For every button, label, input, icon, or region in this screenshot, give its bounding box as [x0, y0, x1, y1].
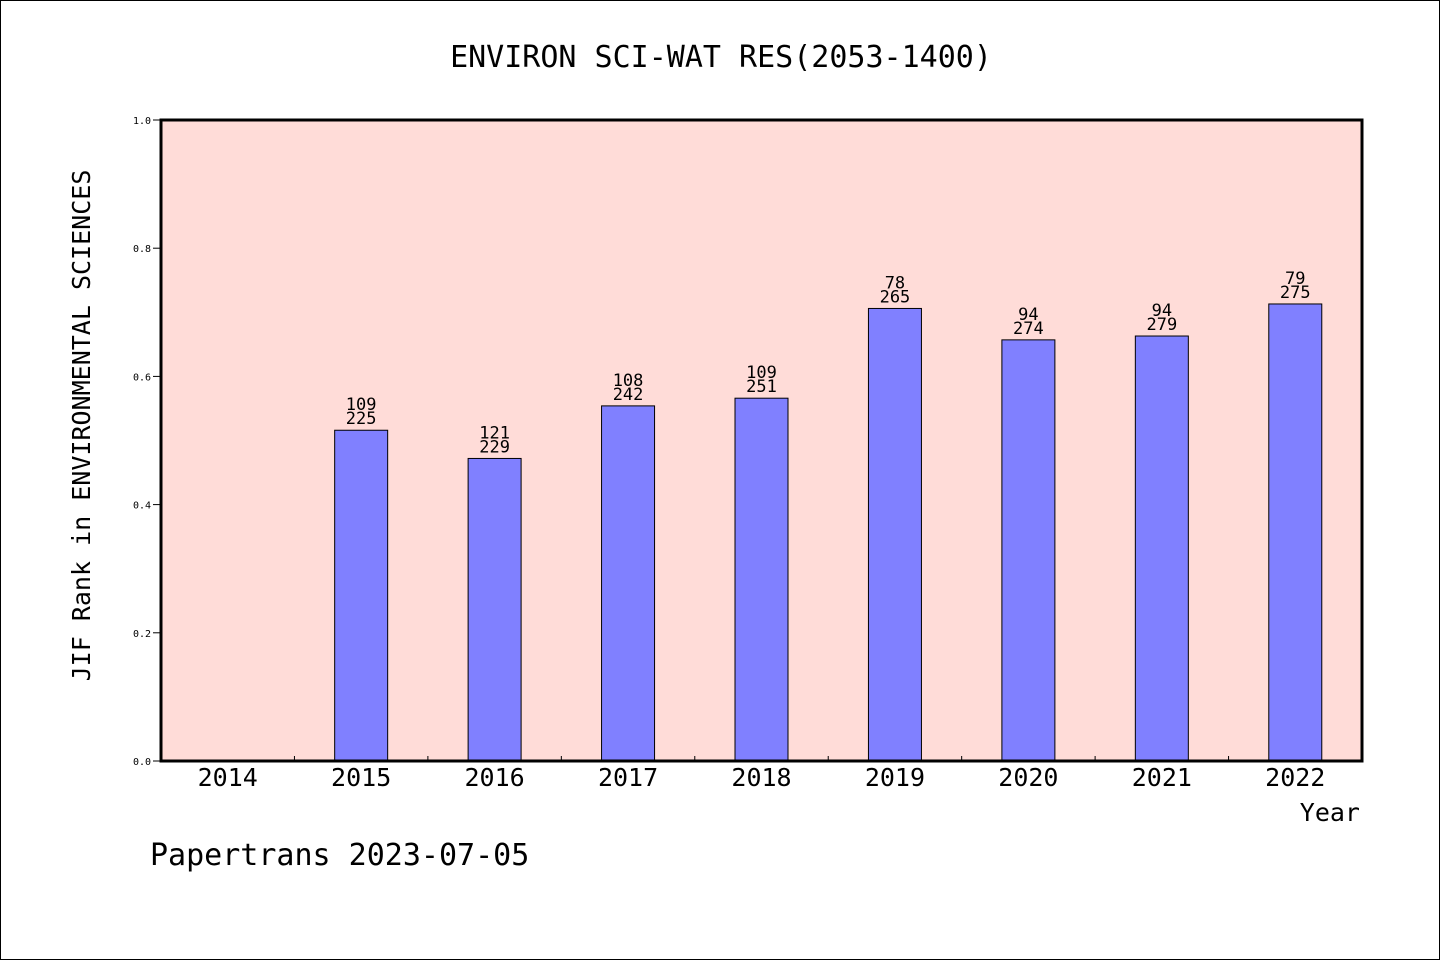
- bar-2017: [601, 405, 656, 762]
- x-tick-label-2019: 2019: [865, 763, 925, 792]
- bar-total-label-2017: 242: [613, 385, 644, 405]
- chart-title: ENVIRON SCI-WAT RES(2053-1400): [450, 40, 992, 75]
- y-axis-label: JIF Rank in ENVIRONMENTAL SCIENCES: [67, 170, 96, 682]
- bar-rank-label-2022: 79: [1285, 269, 1305, 289]
- bar-total-label-2016: 229: [479, 437, 510, 457]
- bar-2021: [1134, 335, 1189, 762]
- y-tick-label-0: 0.0: [133, 757, 151, 768]
- bar-2020: [1001, 339, 1056, 762]
- bar-rank-label-2018: 109: [746, 363, 777, 383]
- bar-rank-label-2015: 109: [346, 395, 377, 415]
- bar-rank-label-2016: 121: [479, 423, 510, 443]
- bar-rank-label-2019: 78: [885, 273, 905, 293]
- bar-rank-label-2017: 108: [613, 371, 644, 391]
- x-tick-label-2021: 2021: [1132, 763, 1192, 792]
- y-tick-label-5: 1.0: [133, 116, 151, 127]
- x-tick-label-2022: 2022: [1265, 763, 1325, 792]
- bar-2015: [334, 429, 389, 762]
- x-tick-label-2018: 2018: [731, 763, 791, 792]
- bar-2018: [734, 397, 789, 762]
- plot-border: [159, 118, 1364, 763]
- bar-total-label-2018: 251: [746, 377, 777, 397]
- x-tick-label-2014: 2014: [198, 763, 258, 792]
- x-tick-label-2016: 2016: [465, 763, 525, 792]
- bar-total-label-2015: 225: [346, 409, 377, 429]
- x-axis: 2014 2015 2016 2017 2018 2019 2020 2021 2022: [198, 756, 1325, 792]
- y-tick-label-2: 0.4: [133, 501, 151, 512]
- bar-total-label-2021: 279: [1146, 315, 1177, 335]
- y-tick-label-4: 0.8: [133, 244, 151, 255]
- bar-2022: [1268, 303, 1323, 762]
- bar-rank-label-2021: 94: [1152, 301, 1172, 321]
- x-tick-label-2015: 2015: [331, 763, 391, 792]
- bar-labels-group: 1092251212291082421092517826594274942797…: [346, 269, 1311, 457]
- bar-total-label-2022: 275: [1280, 283, 1311, 303]
- x-tick-label-2017: 2017: [598, 763, 658, 792]
- bar-2019: [867, 307, 922, 762]
- footer-credit: Papertrans 2023-07-05: [150, 838, 529, 873]
- bar-total-label-2020: 274: [1013, 319, 1044, 339]
- bars-group: [334, 303, 1323, 762]
- y-tick-label-3: 0.6: [133, 372, 151, 383]
- bar-2016: [467, 457, 522, 762]
- bar-rank-label-2020: 94: [1018, 305, 1038, 325]
- x-tick-label-2020: 2020: [998, 763, 1058, 792]
- y-tick-label-1: 0.2: [133, 629, 151, 640]
- y-axis: 0.0 0.2 0.4 0.6 0.8 1.0: [133, 116, 161, 768]
- bar-total-label-2019: 265: [880, 287, 911, 307]
- x-axis-label: Year: [1300, 798, 1360, 827]
